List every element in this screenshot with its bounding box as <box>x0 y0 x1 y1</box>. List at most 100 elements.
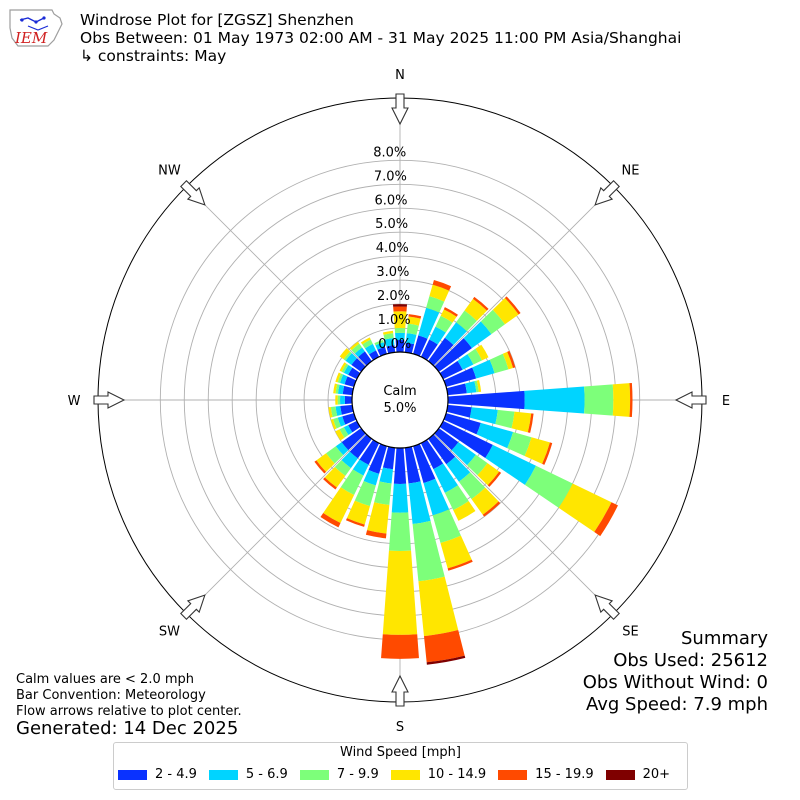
bar-segment <box>408 314 422 319</box>
obs-between: Obs Between: 01 May 1973 02:00 AM - 31 M… <box>80 29 682 47</box>
bar-segment <box>359 439 380 465</box>
legend-label: 20+ <box>642 767 671 782</box>
bar-segment <box>365 530 387 539</box>
bar-segment <box>337 395 341 405</box>
bar-segment <box>358 351 372 366</box>
bar-segment <box>352 459 369 476</box>
bar-segment <box>386 345 396 354</box>
bar-segment <box>447 390 525 410</box>
bar-segment <box>443 367 477 387</box>
grid-spoke <box>399 186 614 401</box>
bar-segment <box>458 472 486 500</box>
bar-segment <box>439 360 463 380</box>
bar-segment <box>447 559 473 571</box>
bar-segment <box>335 395 338 405</box>
bar-segment <box>335 442 349 456</box>
bar-segment <box>343 364 353 375</box>
bar-segment <box>489 353 509 374</box>
bar-segment <box>412 520 445 582</box>
bar-segment <box>348 367 361 380</box>
bar-segment <box>434 338 472 372</box>
bar-segment <box>439 420 493 458</box>
bar-segment <box>349 434 372 459</box>
radial-tick-label: 8.0% <box>373 145 406 160</box>
radial-tick-label: 0.0% <box>378 337 411 352</box>
windrose-bars <box>314 280 633 665</box>
bar-segment <box>472 359 495 379</box>
constraints: ↳ constraints: May <box>80 47 227 65</box>
legend-label: 7 - 9.9 <box>336 767 379 782</box>
iem-logo: IEM <box>8 8 64 50</box>
bar-segment <box>444 322 467 345</box>
compass-label-se: SE <box>622 625 638 640</box>
legend-swatch <box>605 769 635 780</box>
bar-segment <box>333 383 338 394</box>
radial-tick-label: 1.0% <box>378 313 411 328</box>
bar-segment <box>333 417 341 429</box>
bar-segment <box>467 348 483 365</box>
bar-segment <box>472 296 489 311</box>
legend-swatch <box>299 769 329 780</box>
bar-segment <box>379 467 393 484</box>
obs-without-wind: Obs Without Wind: 0 <box>582 672 768 693</box>
bar-segment <box>340 395 345 405</box>
legend-swatch <box>390 769 420 780</box>
legend-swatch <box>118 769 147 780</box>
flow-arrow-s <box>391 674 409 707</box>
bar-segment <box>406 323 419 335</box>
bar-segment <box>444 485 469 511</box>
bar-segment <box>351 358 366 372</box>
arrow-shape <box>391 674 409 707</box>
bar-segment <box>418 576 459 637</box>
bar-segment <box>345 353 357 365</box>
bar-segment <box>388 512 412 552</box>
bar-segment <box>344 376 357 387</box>
bar-segment <box>404 342 415 354</box>
bar-segment <box>354 347 365 357</box>
bar-segment <box>428 434 456 465</box>
bar-segment <box>413 443 436 484</box>
bar-segment <box>474 380 479 393</box>
bar-segment <box>629 382 633 418</box>
calm-value: 5.0% <box>383 401 416 416</box>
bar-segment <box>485 444 536 485</box>
bar-segment <box>314 460 327 474</box>
calm-circle <box>351 351 449 449</box>
bar-segment <box>405 333 417 345</box>
arrow-shape <box>391 93 409 126</box>
compass-label-sw: SW <box>159 625 180 640</box>
bar-segment <box>360 337 371 345</box>
bar-segment <box>382 446 396 470</box>
bar-segment <box>323 477 337 490</box>
bar-segment <box>337 373 344 384</box>
bar-segment <box>463 321 492 349</box>
grid-spoke <box>186 186 401 401</box>
radial-tick-label: 4.0% <box>376 241 409 256</box>
bar-segment <box>507 350 516 369</box>
grid-spoke <box>399 399 614 614</box>
bar-segment <box>428 337 454 366</box>
arrow-shape <box>594 594 620 620</box>
bar-segment <box>393 447 407 484</box>
legend-item: 20+ <box>605 767 671 782</box>
bar-segment <box>395 332 405 341</box>
bar-segment <box>476 379 482 393</box>
bar-segment <box>381 634 419 659</box>
bar-segment <box>348 420 361 433</box>
bar-segment <box>339 427 349 438</box>
bar-segment <box>391 483 409 513</box>
legend: Wind Speed [mph] 2 - 4.9 5 - 6.9 7 - 9.9 10… <box>113 742 688 790</box>
compass-label-ne: NE <box>622 163 640 178</box>
compass-label-n: N <box>395 68 405 83</box>
bar-segment <box>504 296 521 315</box>
bar-convention-note: Bar Convention: Meteorology <box>16 688 206 703</box>
flow-arrow-nw <box>180 180 206 206</box>
bar-segment <box>364 343 376 355</box>
bar-segment <box>383 333 394 340</box>
bar-segment <box>446 456 471 482</box>
bar-segment <box>408 481 431 525</box>
bar-segment <box>323 487 355 524</box>
bar-segment <box>340 469 364 495</box>
bar-segment <box>337 416 346 427</box>
bar-segment <box>524 465 573 508</box>
